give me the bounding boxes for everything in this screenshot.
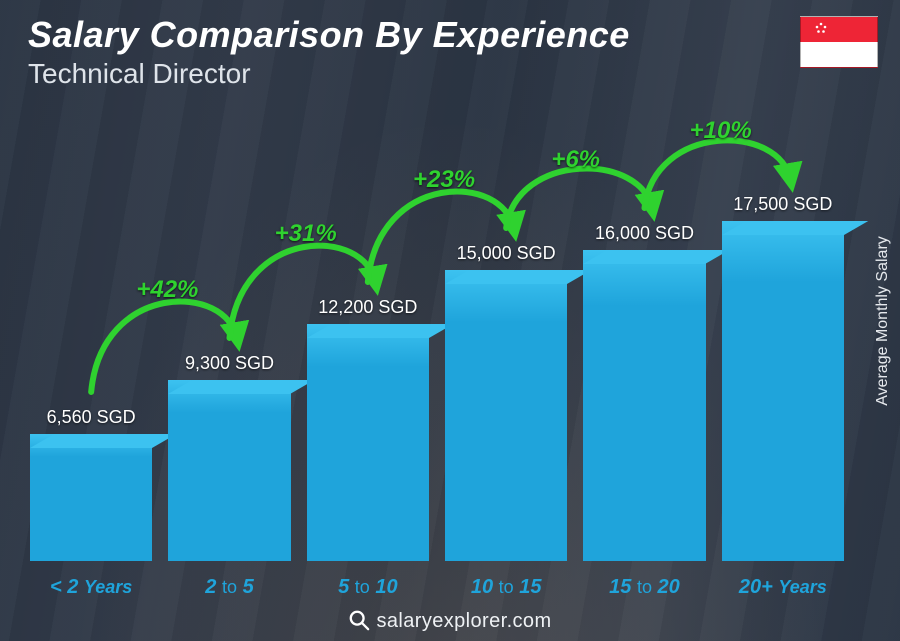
bar-value-label: 15,000 SGD: [457, 243, 556, 264]
x-axis-label: < 2 Years: [30, 576, 152, 599]
x-axis-label: 15 to 20: [583, 576, 705, 599]
x-axis-label: 20+ Years: [722, 576, 844, 599]
bar-value-label: 12,200 SGD: [318, 297, 417, 318]
bar-slot: 16,000 SGD: [583, 223, 705, 561]
country-flag-singapore: [800, 16, 878, 68]
footer-text: salaryexplorer.com: [376, 610, 551, 632]
magnifier-icon: [348, 609, 370, 631]
bar-value-label: 17,500 SGD: [733, 194, 832, 215]
bar: [168, 380, 290, 561]
y-axis-label: Average Monthly Salary: [874, 236, 892, 406]
salary-bar-chart: 6,560 SGD 9,300 SGD 12,200 SGD 15,000 SGD 16…: [30, 120, 844, 561]
x-axis-label: 2 to 5: [168, 576, 290, 599]
bar-slot: 6,560 SGD: [30, 407, 152, 561]
x-axis-labels: < 2 Years 2 to 5 5 to 10 10 to 15 15 to 20 20…: [30, 576, 844, 599]
page-title: Salary Comparison By Experience: [28, 14, 630, 56]
bar: [445, 270, 567, 561]
bar: [307, 324, 429, 561]
bar-slot: 12,200 SGD: [307, 297, 429, 561]
x-axis-label: 10 to 15: [445, 576, 567, 599]
bar-slot: 15,000 SGD: [445, 243, 567, 561]
header: Salary Comparison By Experience Technica…: [28, 14, 630, 90]
bar: [583, 250, 705, 561]
page-subtitle: Technical Director: [28, 58, 630, 90]
bar: [722, 221, 844, 561]
x-axis-label: 5 to 10: [307, 576, 429, 599]
bar-slot: 17,500 SGD: [722, 194, 844, 561]
footer: salaryexplorer.com: [0, 609, 900, 633]
bar-value-label: 16,000 SGD: [595, 223, 694, 244]
bar-value-label: 6,560 SGD: [47, 407, 136, 428]
bar: [30, 434, 152, 561]
bar-value-label: 9,300 SGD: [185, 353, 274, 374]
bar-slot: 9,300 SGD: [168, 353, 290, 561]
